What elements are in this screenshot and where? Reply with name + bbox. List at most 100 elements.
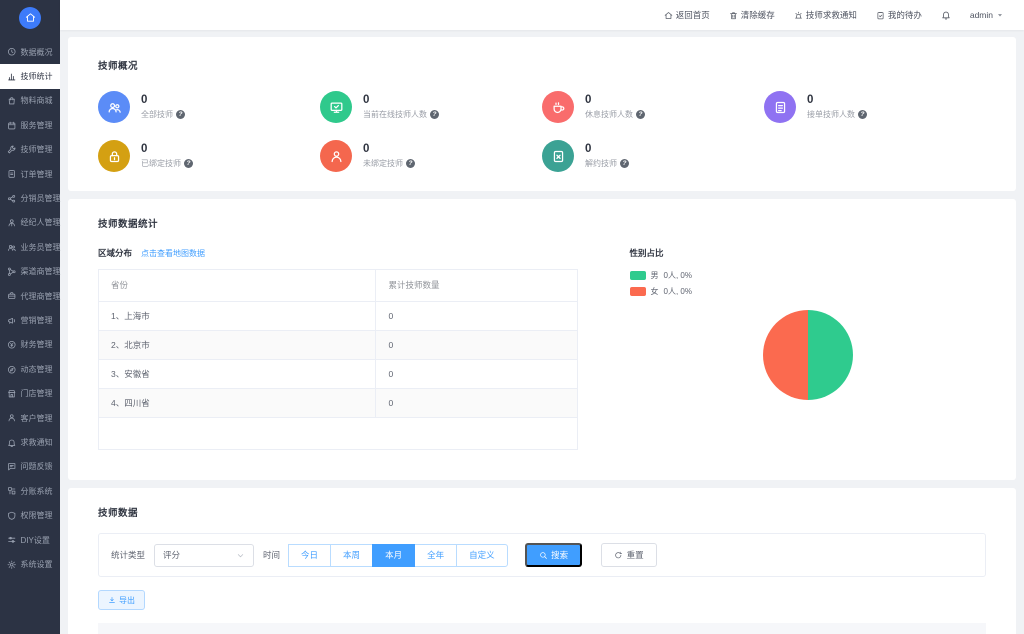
- topbar-nav-item[interactable]: 技师求救通知: [794, 9, 857, 21]
- topbar-nav-label: 技师求救通知: [805, 10, 857, 20]
- shield-icon: [7, 511, 17, 521]
- legend-item[interactable]: 男 0人, 0%: [629, 270, 986, 281]
- stat-type-select[interactable]: 评分: [154, 543, 255, 567]
- time-range-button[interactable]: 本周: [330, 543, 374, 567]
- stat-card: 0 当前在线技师人数: [320, 91, 542, 123]
- time-range-button[interactable]: 本月: [372, 543, 416, 567]
- question-circle-icon[interactable]: [406, 159, 415, 168]
- topbar-nav-label: 我的待办: [887, 10, 922, 20]
- notification-bell-icon[interactable]: [941, 10, 951, 20]
- reset-button[interactable]: 重置: [601, 543, 657, 567]
- sidebar-item[interactable]: 权限管理: [0, 503, 60, 527]
- sidebar-item[interactable]: DIY设置: [0, 528, 60, 552]
- briefcase-icon: [7, 291, 17, 301]
- home-icon: [664, 11, 673, 20]
- download-icon: [108, 596, 116, 604]
- sidebar-item-label: 代理商管理: [20, 291, 61, 301]
- stat-value: 0: [807, 94, 814, 106]
- topbar-nav-label: 返回首页: [675, 10, 710, 20]
- time-range-button[interactable]: 今日: [288, 543, 332, 567]
- sidebar-item[interactable]: 渠道商管理: [0, 260, 61, 284]
- question-circle-icon[interactable]: [430, 110, 439, 119]
- user-menu[interactable]: admin: [970, 10, 1004, 20]
- view-map-link[interactable]: 点击查看地图数据: [141, 249, 206, 258]
- sidebar-item-label: 业务员管理: [20, 242, 61, 252]
- region-row-province: 4、四川省: [99, 388, 377, 418]
- sidebar-item[interactable]: 客户管理: [0, 406, 60, 430]
- stat-label: 全部技师: [141, 110, 173, 119]
- sidebar-item[interactable]: 分账系统: [0, 479, 60, 503]
- time-range-button[interactable]: 自定义: [456, 543, 508, 567]
- region-row-count: 0: [375, 388, 577, 418]
- sidebar-item-label: 客户管理: [20, 413, 53, 423]
- stat-value: 0: [585, 94, 592, 106]
- statistics-title: 技师数据统计: [98, 219, 159, 230]
- sidebar-item[interactable]: 问题反馈: [0, 455, 60, 479]
- region-label: 区域分布: [98, 248, 133, 258]
- sidebar-item[interactable]: 技师统计: [0, 64, 60, 89]
- sidebar-item[interactable]: 业务员管理: [0, 235, 61, 259]
- technician-data-card: 技师数据 统计类型 评分 时间 今日 本周: [68, 488, 1016, 634]
- app-logo[interactable]: [0, 0, 60, 35]
- refresh-icon: [614, 551, 623, 560]
- region-row-province: 3、安徽省: [99, 359, 377, 389]
- legend-value: 0人, 0%: [663, 287, 692, 296]
- sidebar-item[interactable]: 代理商管理: [0, 284, 61, 308]
- content: 技师概况 0 全部技师: [60, 30, 1024, 634]
- question-circle-icon[interactable]: [620, 159, 629, 168]
- lock-icon: [107, 149, 122, 164]
- question-circle-icon[interactable]: [858, 110, 867, 119]
- question-circle-icon[interactable]: [176, 110, 185, 119]
- stat-card: 0 已绑定技师: [98, 140, 320, 172]
- sidebar-item-label: 求救通知: [20, 437, 53, 447]
- question-circle-icon[interactable]: [184, 159, 193, 168]
- sidebar-item[interactable]: 技师管理: [0, 138, 60, 162]
- stat-value: 0: [363, 94, 370, 106]
- export-button[interactable]: 导出: [98, 590, 145, 610]
- main-area: 返回首页 清除缓存 技师求救通知 我的待办 admin: [60, 0, 1024, 634]
- region-row: 1、上海市 0: [99, 301, 577, 331]
- region-col-count: 累计技师数量: [375, 270, 577, 302]
- sidebar-item[interactable]: 求救通知: [0, 430, 60, 454]
- stat-label: 接单技师人数: [807, 110, 855, 119]
- stat-label: 已绑定技师: [141, 159, 181, 168]
- stat-card: 0 未绑定技师: [320, 140, 542, 172]
- search-button[interactable]: 搜索: [524, 543, 583, 567]
- filter-bar: 统计类型 评分 时间 今日 本周 本月: [98, 533, 986, 577]
- legend-item[interactable]: 女 0人, 0%: [629, 286, 986, 297]
- sidebar-item[interactable]: 营销管理: [0, 308, 60, 332]
- sidebar-item[interactable]: 服务管理: [0, 113, 60, 137]
- sidebar-item[interactable]: 物料商城: [0, 89, 60, 113]
- sidebar-item[interactable]: 系统设置: [0, 552, 60, 576]
- sidebar-item[interactable]: 经纪人管理: [0, 211, 61, 235]
- sidebar-item[interactable]: 财务管理: [0, 333, 60, 357]
- region-row-count: 0: [375, 359, 577, 389]
- sidebar-item-label: 技师统计: [20, 72, 53, 82]
- sidebar-item[interactable]: 数据概况: [0, 40, 60, 64]
- question-circle-icon[interactable]: [636, 110, 645, 119]
- region-distribution: 区域分布 点击查看地图数据 省份 累计技师数量: [98, 247, 578, 450]
- techdata-title: 技师数据: [98, 508, 139, 519]
- sidebar-item-label: 动态管理: [20, 364, 53, 374]
- stat-value: 0: [585, 143, 592, 155]
- stat-label: 解约技师: [585, 159, 617, 168]
- chart-icon: [7, 72, 17, 82]
- share-icon: [7, 194, 17, 204]
- stat-type-value: 评分: [163, 550, 181, 560]
- legend-label: 男: [650, 271, 659, 280]
- users-group-icon: [7, 243, 17, 253]
- sidebar-item[interactable]: 动态管理: [0, 357, 60, 381]
- sidebar-item-label: 技师管理: [20, 145, 53, 155]
- stat-card: 0 解约技师: [542, 140, 764, 172]
- sidebar-item[interactable]: 订单管理: [0, 162, 60, 186]
- time-range-button[interactable]: 全年: [414, 543, 458, 567]
- topbar-nav-item[interactable]: 我的待办: [876, 9, 922, 21]
- topbar-nav-item[interactable]: 清除缓存: [729, 9, 775, 21]
- sidebar-item[interactable]: 门店管理: [0, 381, 60, 405]
- sidebar-item-label: 经纪人管理: [20, 218, 61, 228]
- topbar-nav-item[interactable]: 返回首页: [664, 9, 710, 21]
- clock-icon: [7, 47, 17, 57]
- sidebar-item[interactable]: 分销员管理: [0, 186, 61, 210]
- region-row: 3、安徽省 0: [99, 359, 577, 389]
- gender-legend: 男 0人, 0% 女 0人, 0%: [629, 270, 986, 297]
